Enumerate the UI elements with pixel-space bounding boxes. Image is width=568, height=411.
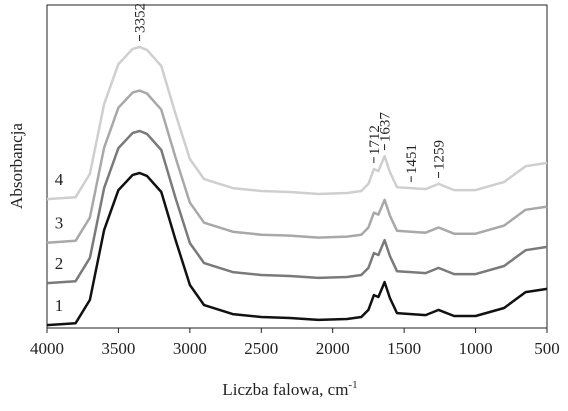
x-tick-label: 500 [534,339,560,358]
x-tick-label: 3500 [101,339,135,358]
peak-label: 1637 [378,112,394,143]
spectrum-line [46,129,548,285]
x-axis-label: Liczba falowa, cm-1 [222,379,357,399]
x-tick-label: 3000 [173,339,207,358]
peak-label: 3352 [133,3,149,33]
x-axis-label-sup: -1 [348,379,357,391]
series-label: 3 [55,214,64,233]
series-label: 4 [55,170,64,189]
x-tick-label: 4000 [30,339,64,358]
spectrum-line [46,171,548,327]
plot-frame [46,4,548,329]
x-tick-label: 2000 [316,339,350,358]
peak-label: 1451 [404,144,420,174]
peak-label: 1259 [432,140,448,170]
peak-label: 1712 [367,125,383,155]
x-tick-label: 1000 [459,339,493,358]
spectrum-line [46,89,548,244]
spectrum-line [46,45,548,201]
x-axis-label-main: Liczba falowa, cm [222,380,348,399]
series-label: 1 [55,296,64,315]
series-label: 2 [55,254,64,273]
x-tick-label: 2500 [244,339,278,358]
x-tick-label: 1500 [387,339,421,358]
y-axis-label: Absorbancja [7,123,26,209]
